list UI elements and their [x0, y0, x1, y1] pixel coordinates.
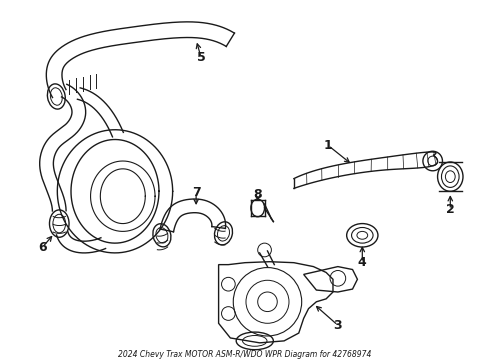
Text: 3: 3: [334, 319, 342, 332]
Text: 5: 5: [196, 51, 205, 64]
Text: 6: 6: [38, 240, 47, 253]
Text: 2: 2: [446, 203, 455, 216]
Text: 7: 7: [192, 186, 200, 199]
Text: 2024 Chevy Trax MOTOR ASM-R/WDO WPR Diagram for 42768974: 2024 Chevy Trax MOTOR ASM-R/WDO WPR Diag…: [118, 350, 372, 359]
Text: 1: 1: [324, 139, 333, 152]
Text: 8: 8: [253, 188, 262, 201]
Text: 4: 4: [358, 256, 367, 269]
